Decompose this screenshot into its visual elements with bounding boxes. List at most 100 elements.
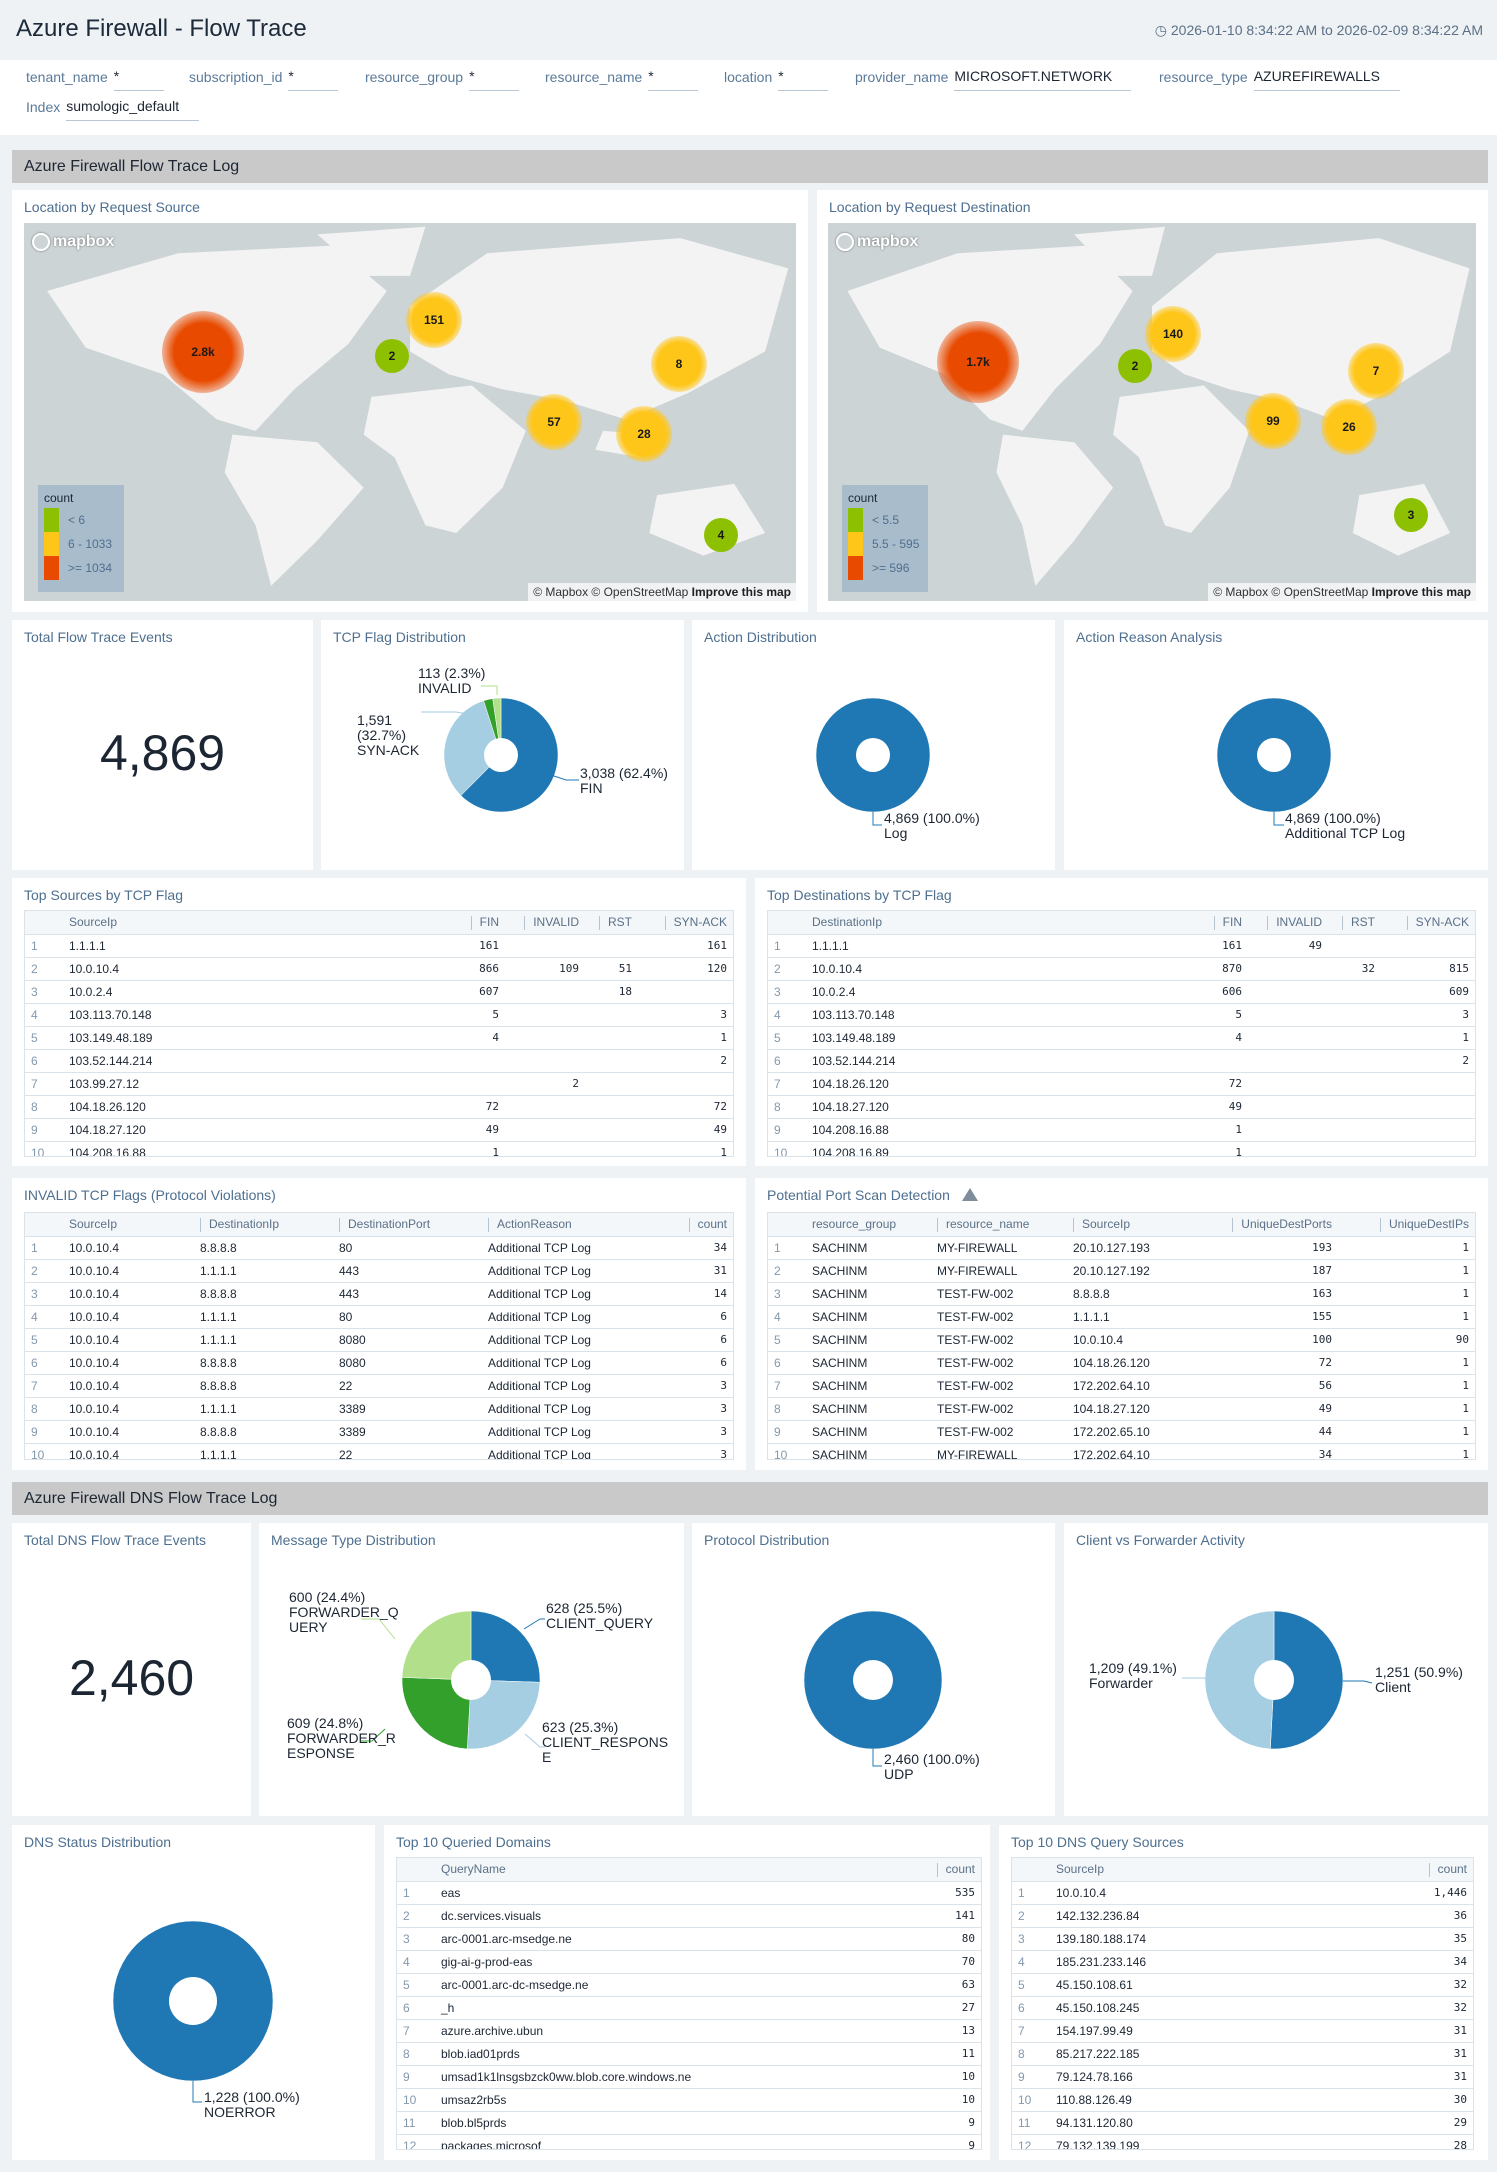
filter-resource-name[interactable]: resource_name *	[545, 68, 699, 91]
filter-subscription-id[interactable]: subscription_id *	[189, 68, 339, 91]
dns-status-pie[interactable]	[12, 1825, 375, 2160]
table-row[interactable]: 7 10.0.10.4 8.8.8.8 22 Additional TCP Log 3	[25, 1374, 733, 1398]
map-cluster[interactable]: 151	[406, 292, 462, 348]
table-row[interactable]: 11 blob.bl5prds 9	[397, 2111, 981, 2135]
top-destinations-table[interactable]: DestinationIp FIN INVALID RST SYN-ACK 1 1.1.1.…	[767, 910, 1476, 1157]
table-row[interactable]: 3 139.180.188.174 35	[1012, 1927, 1473, 1951]
improve-map-link[interactable]: Improve this map	[1371, 585, 1471, 599]
dns-sources-table[interactable]: SourceIp count 1 10.0.10.4 1,446 2 142.132.236…	[1011, 1857, 1474, 2150]
attribution-link[interactable]: © Mapbox © OpenStreetMap	[1213, 585, 1369, 599]
attribution-link[interactable]: © Mapbox © OpenStreetMap	[533, 585, 689, 599]
action-pie[interactable]	[692, 620, 1055, 870]
table-row[interactable]: 4 gig-ai-g-prod-eas 70	[397, 1950, 981, 1974]
table-row[interactable]: 8 104.18.27.120 49	[768, 1095, 1475, 1119]
filter-location[interactable]: location *	[724, 68, 829, 91]
action-reason-pie[interactable]	[1064, 620, 1488, 870]
table-row[interactable]: 10 104.208.16.89 1	[768, 1141, 1475, 1156]
table-row[interactable]: 8 10.0.10.4 1.1.1.1 3389 Additional TCP Log 3	[25, 1397, 733, 1421]
pie-slice-client[interactable]	[1270, 1610, 1344, 1750]
table-row[interactable]: 2 10.0.10.4 866 109 51 120	[25, 957, 733, 981]
table-row[interactable]: 7 154.197.99.49 31	[1012, 2019, 1473, 2043]
column-header[interactable]: SourceIp	[61, 1213, 192, 1237]
map-cluster[interactable]: 99	[1245, 393, 1301, 449]
filter-input[interactable]: *	[469, 68, 520, 91]
table-row[interactable]: 1 1.1.1.1 161 49	[768, 934, 1475, 958]
pie-slice-forwarder-query[interactable]	[401, 1610, 472, 1681]
table-row[interactable]: 1 10.0.10.4 1,446	[1012, 1881, 1473, 1905]
table-row[interactable]: 5 arc-0001.arc-dc-msedge.ne 63	[397, 1973, 981, 1997]
table-row[interactable]: 4 SACHINM TEST-FW-002 1.1.1.1 155 1	[768, 1305, 1475, 1329]
map-cluster[interactable]: 57	[526, 394, 582, 450]
map-cluster[interactable]: 2.8k	[162, 311, 244, 393]
map-cluster[interactable]: 140	[1145, 306, 1201, 362]
table-row[interactable]: 7 104.18.26.120 72	[768, 1072, 1475, 1096]
table-row[interactable]: 10 104.208.16.88 1 1	[25, 1141, 733, 1156]
pie-slice-client-response[interactable]	[467, 1679, 541, 1750]
tcp-flag-pie[interactable]	[321, 620, 684, 870]
table-row[interactable]: 5 SACHINM TEST-FW-002 10.0.10.4 100 90	[768, 1328, 1475, 1352]
column-header[interactable]: DestinationIp	[804, 911, 1198, 935]
column-header[interactable]: FIN	[1198, 911, 1250, 935]
column-header[interactable]: count	[653, 1213, 733, 1237]
filter-provider-name[interactable]: provider_name MICROSOFT.NETWORK	[855, 68, 1132, 91]
table-row[interactable]: 6 10.0.10.4 8.8.8.8 8080 Additional TCP Log 6	[25, 1351, 733, 1375]
table-row[interactable]: 1 eas 535	[397, 1881, 981, 1905]
table-row[interactable]: 3 arc-0001.arc-msedge.ne 80	[397, 1927, 981, 1951]
column-header[interactable]: count	[1395, 1858, 1473, 1882]
map-cluster[interactable]: 1.7k	[937, 321, 1019, 403]
column-header[interactable]: DestinationIp	[192, 1213, 331, 1237]
table-row[interactable]: 1 10.0.10.4 8.8.8.8 80 Additional TCP Log 34	[25, 1236, 733, 1260]
table-row[interactable]: 9 SACHINM TEST-FW-002 172.202.65.10 44 1	[768, 1420, 1475, 1444]
table-row[interactable]: 6 45.150.108.245 32	[1012, 1996, 1473, 2020]
column-header[interactable]: resource_group	[804, 1213, 929, 1237]
table-row[interactable]: 4 103.113.70.148 5 3	[768, 1003, 1475, 1027]
invalid-flags-table[interactable]: SourceIp DestinationIp DestinationPort Acti…	[24, 1212, 734, 1460]
table-row[interactable]: 6 _h 27	[397, 1996, 981, 2020]
column-header[interactable]: FIN	[455, 911, 507, 935]
table-row[interactable]: 3 10.0.2.4 607 18	[25, 980, 733, 1004]
time-range-picker[interactable]: ◷ 2026-01-10 8:34:22 AM to 2026-02-09 8:…	[1155, 22, 1483, 39]
filter-input[interactable]: sumologic_default	[66, 98, 200, 121]
filter-tenant-name[interactable]: tenant_name *	[26, 68, 164, 91]
column-header[interactable]: SourceIp	[1048, 1858, 1395, 1882]
table-row[interactable]: 6 103.52.144.214 2	[768, 1049, 1475, 1073]
improve-map-link[interactable]: Improve this map	[691, 585, 791, 599]
map-cluster[interactable]: 26	[1321, 399, 1377, 455]
table-row[interactable]: 5 103.149.48.189 4 1	[768, 1026, 1475, 1050]
table-row[interactable]: 4 185.231.233.146 34	[1012, 1950, 1473, 1974]
table-row[interactable]: 7 SACHINM TEST-FW-002 172.202.64.10 56 1	[768, 1374, 1475, 1398]
client-forwarder-pie[interactable]	[1064, 1523, 1488, 1816]
table-row[interactable]: 10 SACHINM MY-FIREWALL 172.202.64.10 34 1	[768, 1443, 1475, 1459]
filter-resource-group[interactable]: resource_group *	[365, 68, 520, 91]
message-type-pie[interactable]	[259, 1523, 684, 1816]
table-row[interactable]: 3 10.0.2.4 606 609	[768, 980, 1475, 1004]
table-row[interactable]: 8 SACHINM TEST-FW-002 104.18.27.120 49 1	[768, 1397, 1475, 1421]
map-cluster[interactable]: 2	[375, 339, 409, 373]
table-row[interactable]: 6 SACHINM TEST-FW-002 104.18.26.120 72 1	[768, 1351, 1475, 1375]
warning-icon[interactable]	[961, 1188, 978, 1201]
world-map-destination[interactable]: mapbox 1.7k 140 2 7 99 26 3 count < 5.5 …	[828, 223, 1476, 601]
map-cluster[interactable]: 2	[1118, 349, 1152, 383]
table-row[interactable]: 8 blob.iad01prds 11	[397, 2042, 981, 2066]
column-header[interactable]: resource_name	[929, 1213, 1065, 1237]
column-header[interactable]: SYN-ACK	[640, 911, 733, 935]
filter-input[interactable]: *	[288, 68, 339, 91]
table-row[interactable]: 1 1.1.1.1 161 161	[25, 934, 733, 958]
table-row[interactable]: 2 SACHINM MY-FIREWALL 20.10.127.192 187 1	[768, 1259, 1475, 1283]
table-row[interactable]: 4 103.113.70.148 5 3	[25, 1003, 733, 1027]
table-row[interactable]: 2 10.0.10.4 870 32 815	[768, 957, 1475, 981]
table-row[interactable]: 2 142.132.236.84 36	[1012, 1904, 1473, 1928]
table-row[interactable]: 8 85.217.222.185 31	[1012, 2042, 1473, 2066]
table-row[interactable]: 5 103.149.48.189 4 1	[25, 1026, 733, 1050]
table-row[interactable]: 7 103.99.27.12 2	[25, 1072, 733, 1096]
table-row[interactable]: 2 10.0.10.4 1.1.1.1 443 Additional TCP Log 31	[25, 1259, 733, 1283]
column-header[interactable]: UniqueDestIPs	[1340, 1213, 1475, 1237]
pie-slice-client-query[interactable]	[470, 1610, 541, 1683]
map-cluster[interactable]: 4	[704, 518, 738, 552]
filter-index[interactable]: Index sumologic_default	[26, 98, 200, 121]
filter-input[interactable]: *	[778, 68, 829, 91]
filter-resource-type[interactable]: resource_type AZUREFIREWALLS	[1159, 68, 1400, 91]
world-map-source[interactable]: mapbox 2.8k 151 2 8 57 28 4 count < 6 6 …	[24, 223, 796, 601]
table-row[interactable]: 9 104.18.27.120 49 49	[25, 1118, 733, 1142]
column-header[interactable]: QueryName	[433, 1858, 903, 1882]
